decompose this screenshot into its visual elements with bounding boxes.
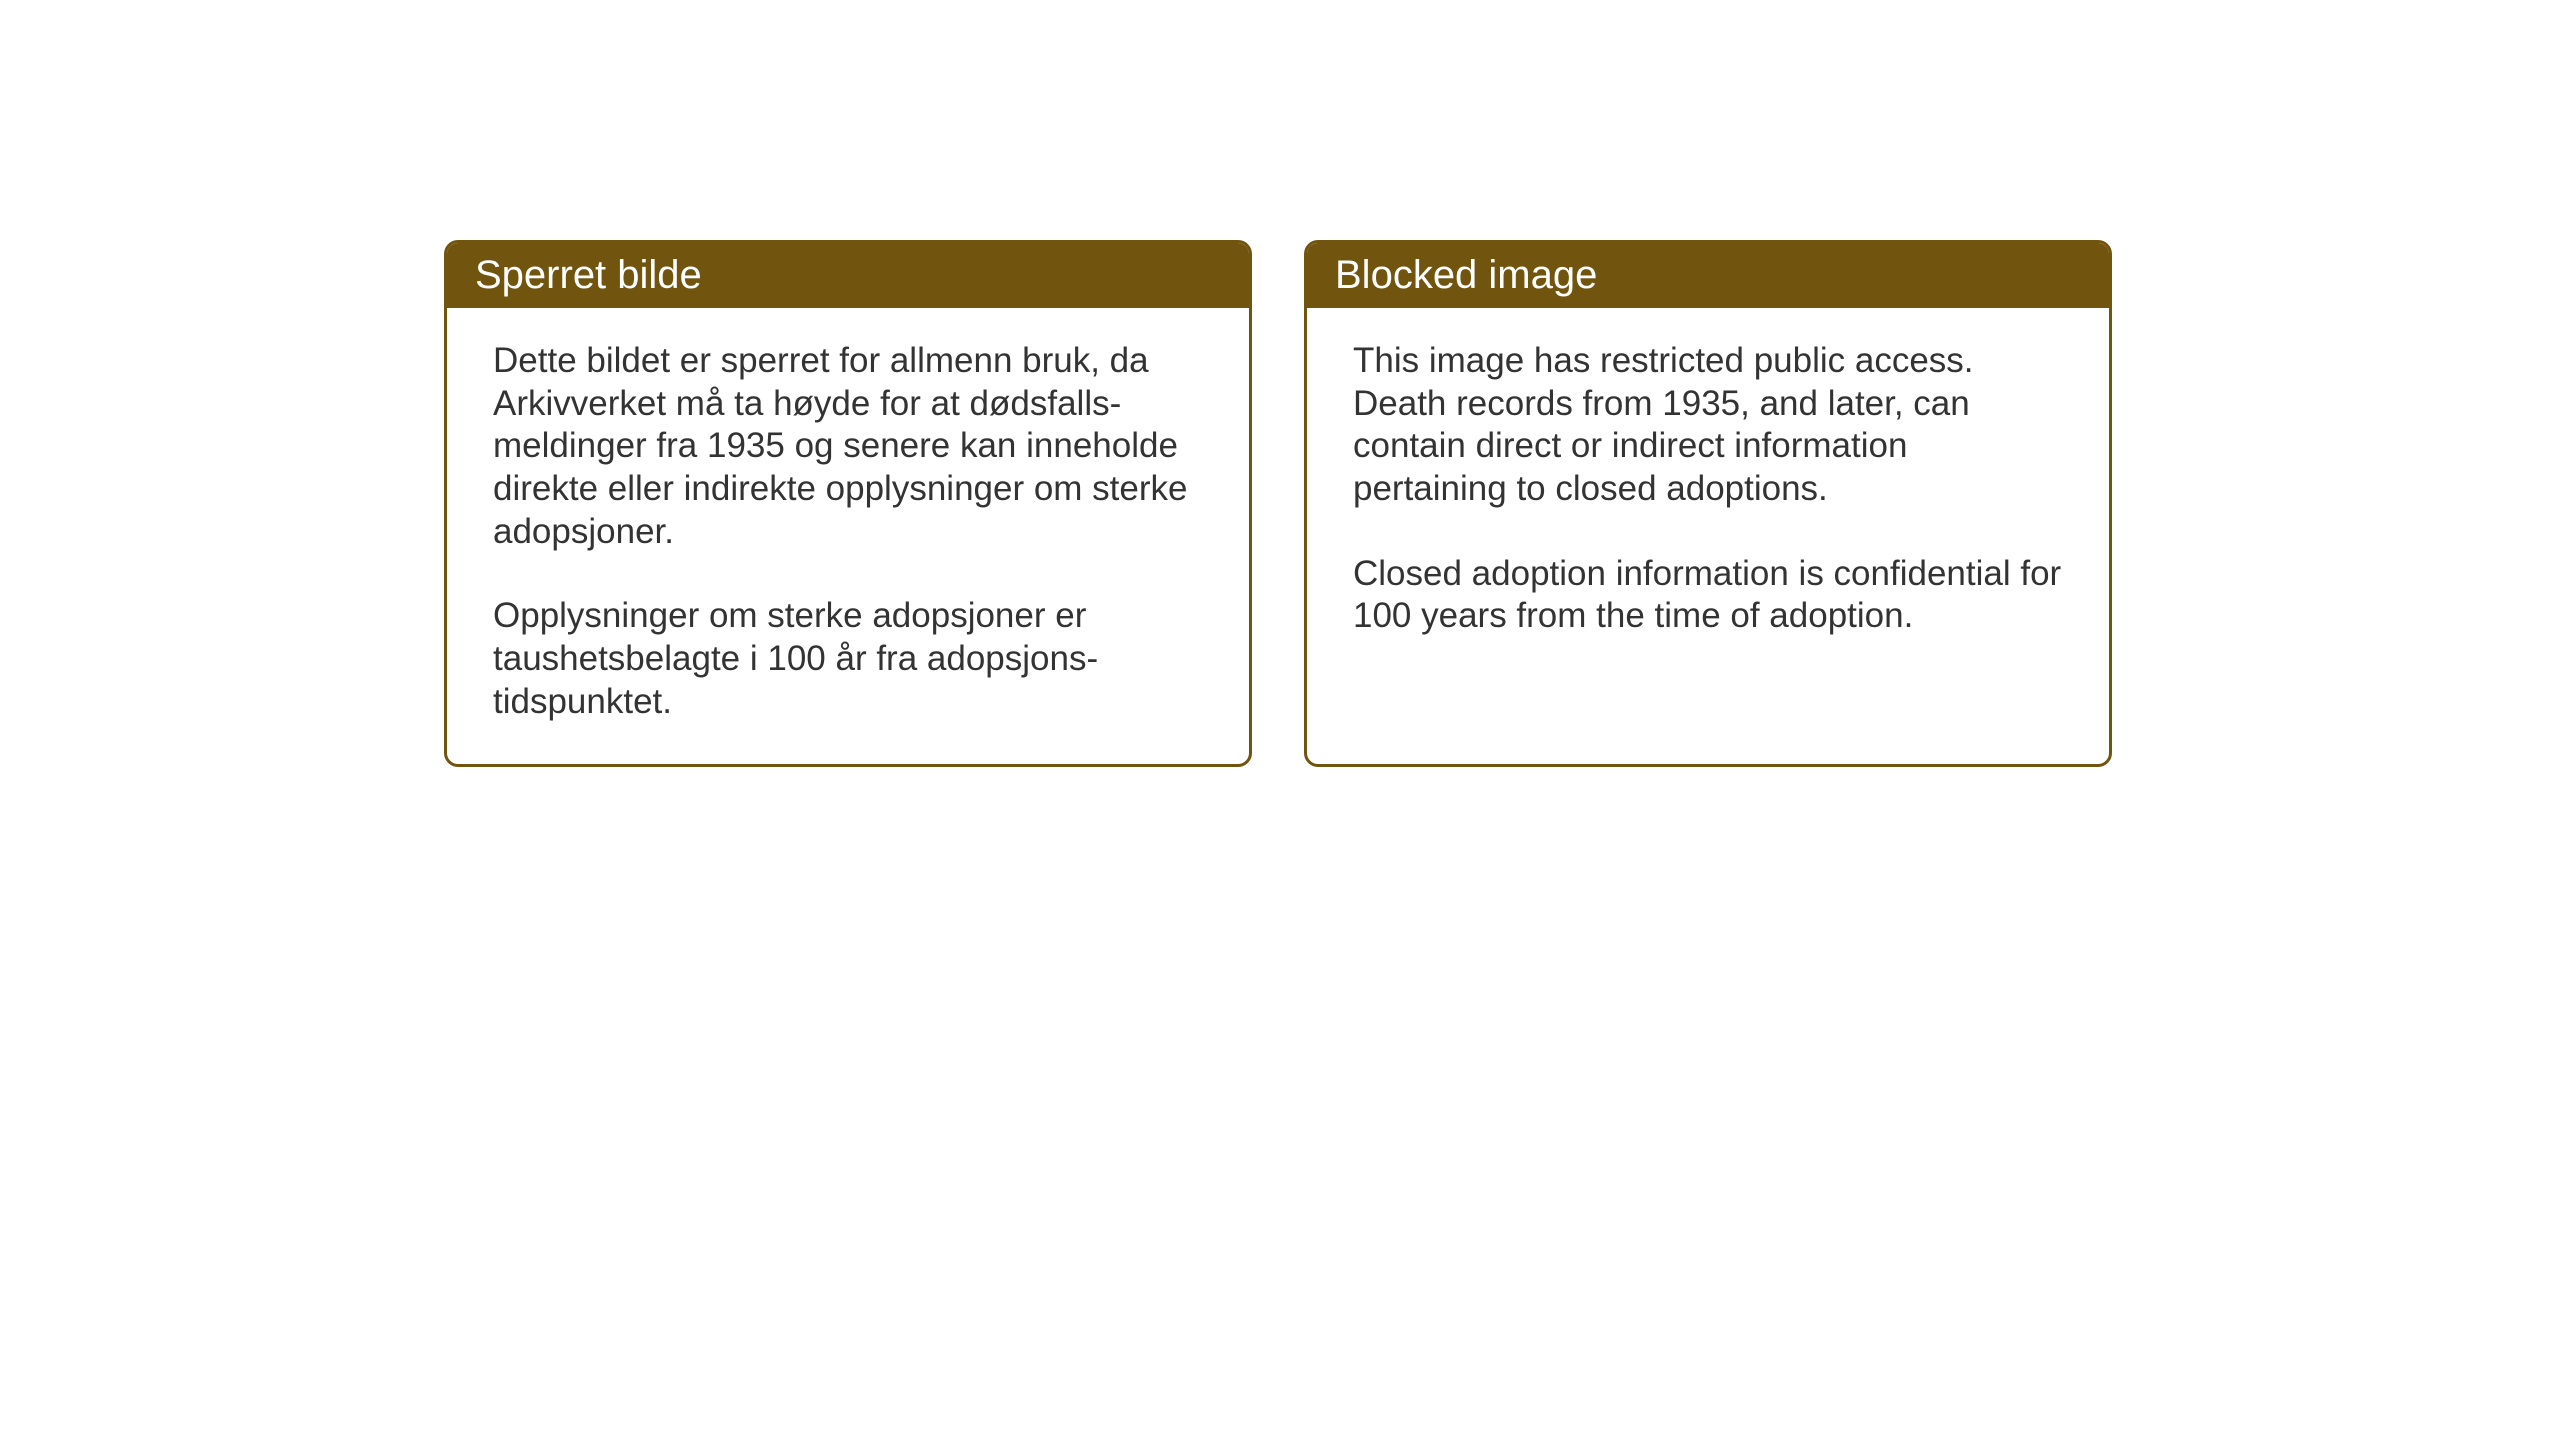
notice-container: Sperret bilde Dette bildet er sperret fo… xyxy=(444,240,2112,767)
english-card-text: This image has restricted public access.… xyxy=(1353,340,2063,638)
norwegian-card-text: Dette bildet er sperret for allmenn bruk… xyxy=(493,340,1203,724)
norwegian-card-title: Sperret bilde xyxy=(475,253,702,297)
norwegian-notice-card: Sperret bilde Dette bildet er sperret fo… xyxy=(444,240,1252,767)
norwegian-paragraph-2: Opplysninger om sterke adopsjoner er tau… xyxy=(493,595,1203,723)
english-paragraph-1: This image has restricted public access.… xyxy=(1353,340,2063,511)
english-card-title: Blocked image xyxy=(1335,253,1597,297)
norwegian-paragraph-1: Dette bildet er sperret for allmenn bruk… xyxy=(493,340,1203,553)
english-card-header: Blocked image xyxy=(1307,243,2109,308)
english-paragraph-2: Closed adoption information is confident… xyxy=(1353,553,2063,638)
english-notice-card: Blocked image This image has restricted … xyxy=(1304,240,2112,767)
norwegian-card-header: Sperret bilde xyxy=(447,243,1249,308)
english-card-body: This image has restricted public access.… xyxy=(1307,308,2109,748)
norwegian-card-body: Dette bildet er sperret for allmenn bruk… xyxy=(447,308,1249,764)
